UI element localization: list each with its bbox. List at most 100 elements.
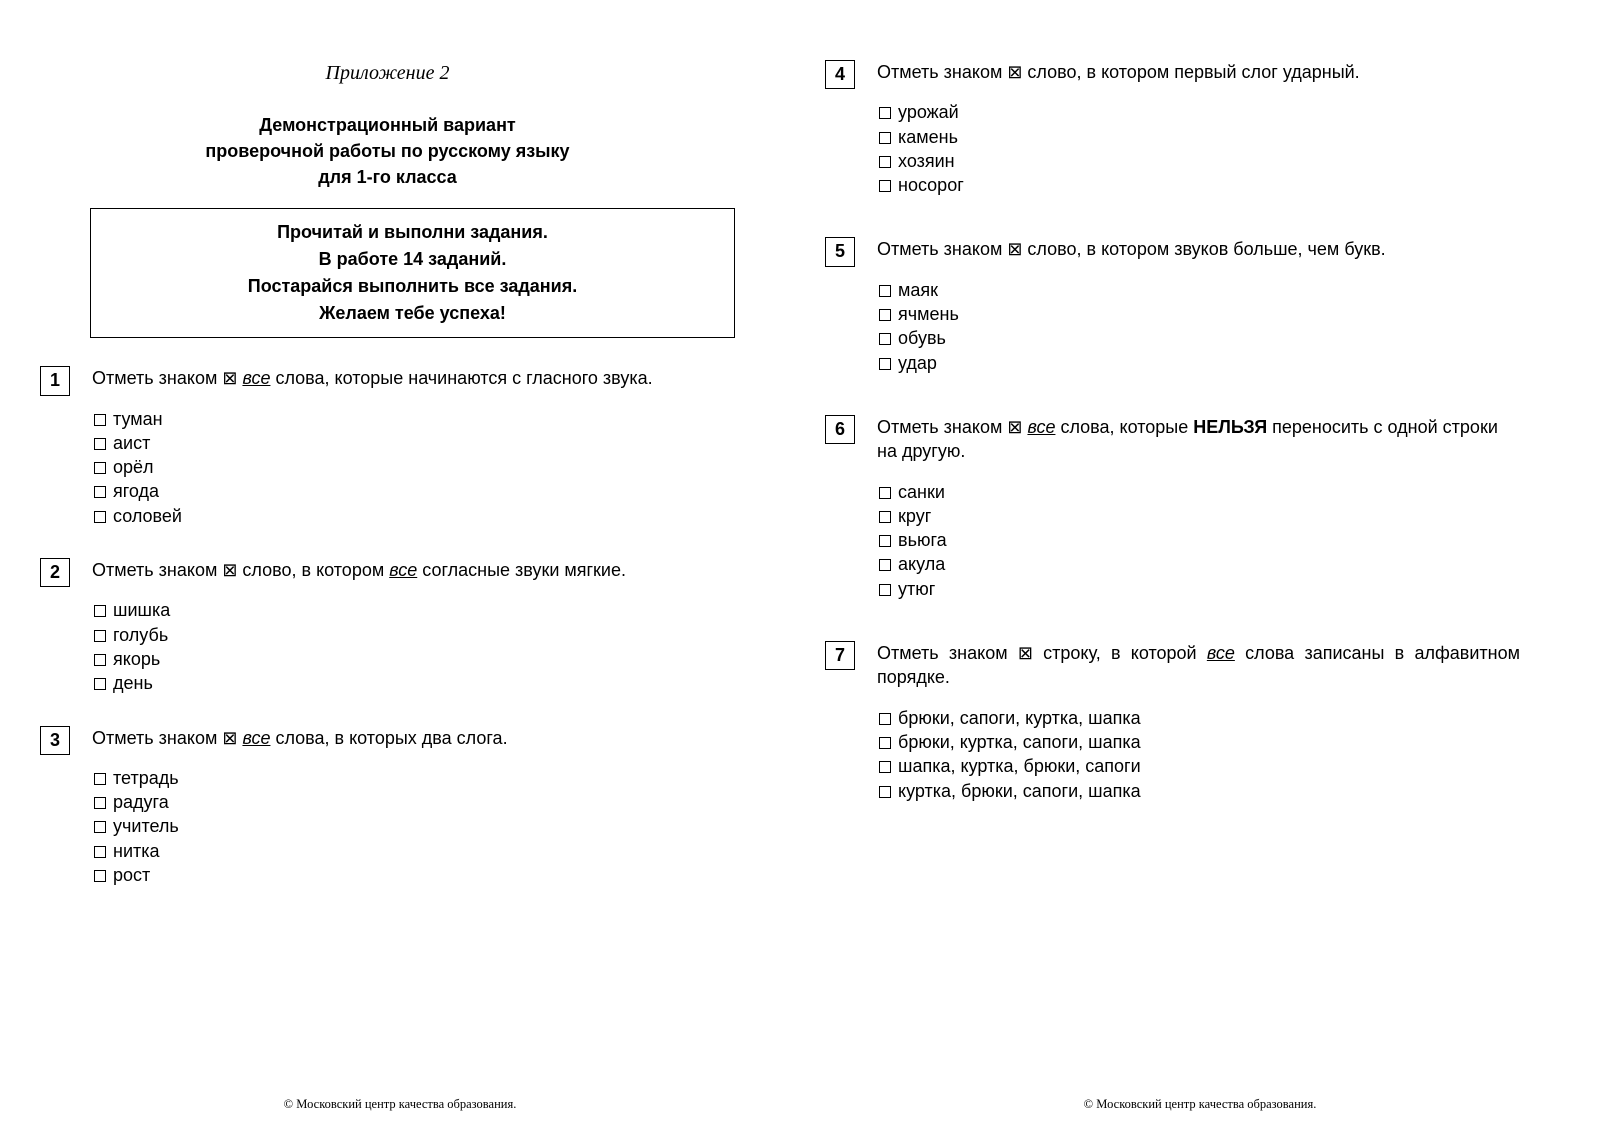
task-options: туманаисторёлягода соловей [92,407,735,528]
option-label: тетрадь [113,768,179,788]
option-item[interactable]: шапка, куртка, брюки, сапоги [879,754,1520,778]
checkbox-icon[interactable] [94,414,106,426]
task-number: 4 [825,60,855,89]
option-label: радуга [113,792,169,812]
option-label: рост [113,865,150,885]
option-label: утюг [898,579,935,599]
option-item[interactable]: голубь [94,623,735,647]
option-item[interactable]: орёл [94,455,735,479]
task-4: 4 Отметь знаком ⊠ слово, в котором первы… [825,60,1520,197]
checkbox-icon[interactable] [94,678,106,690]
checkbox-icon[interactable] [94,870,106,882]
right-column: 4 Отметь знаком ⊠ слово, в котором первы… [825,60,1520,917]
option-item[interactable]: якорь [94,647,735,671]
task-options: тетрадь радугаучительниткарост [92,766,735,887]
checkbox-icon[interactable] [879,285,891,297]
option-item[interactable]: урожай [879,100,1520,124]
task-number: 6 [825,415,855,444]
option-item[interactable]: брюки, куртка, сапоги, шапка [879,730,1520,754]
task-2: 2 Отметь знаком ⊠ слово, в котором все с… [40,558,735,695]
checkbox-icon[interactable] [879,487,891,499]
task-options: шишка голубьякорьдень [92,598,735,695]
checkbox-icon[interactable] [879,358,891,370]
option-item[interactable]: вьюга [879,528,1520,552]
checkbox-icon[interactable] [879,333,891,345]
checkbox-icon[interactable] [94,438,106,450]
checkbox-icon[interactable] [94,773,106,785]
task-options: санки кругвьюгаакула утюг [877,480,1520,601]
option-item[interactable]: обувь [879,326,1520,350]
intro-line: Желаем тебе успеха! [103,300,722,327]
checkbox-icon[interactable] [879,713,891,725]
intro-line: В работе 14 заданий. [103,246,722,273]
option-item[interactable]: круг [879,504,1520,528]
option-label: маяк [898,280,938,300]
option-item[interactable]: хозяин [879,149,1520,173]
checkbox-icon[interactable] [879,156,891,168]
option-label: шишка [113,600,170,620]
checkbox-icon[interactable] [94,630,106,642]
checkbox-icon[interactable] [879,107,891,119]
option-item[interactable]: тетрадь [94,766,735,790]
option-item[interactable]: рост [94,863,735,887]
checkbox-icon[interactable] [94,605,106,617]
option-label: орёл [113,457,154,477]
option-label: камень [898,127,958,147]
checkbox-icon[interactable] [879,535,891,547]
option-item[interactable]: соловей [94,504,735,528]
option-item[interactable]: нитка [94,839,735,863]
checkbox-icon[interactable] [94,654,106,666]
checkbox-icon[interactable] [879,559,891,571]
underlined-word: все [242,368,270,388]
option-label: хозяин [898,151,955,171]
checkbox-icon[interactable] [879,132,891,144]
option-item[interactable]: туман [94,407,735,431]
task-number: 5 [825,237,855,266]
option-item[interactable]: носорог [879,173,1520,197]
task-text: Отметь знаком ⊠ слово, в котором все сог… [92,558,735,582]
option-item[interactable]: удар [879,351,1520,375]
checkbox-icon[interactable] [94,511,106,523]
checkbox-icon[interactable] [94,462,106,474]
checkbox-icon[interactable] [879,511,891,523]
option-item[interactable]: камень [879,125,1520,149]
option-label: соловей [113,506,182,526]
checkbox-icon[interactable] [879,761,891,773]
document-heading: Демонстрационный вариант проверочной раб… [40,112,735,190]
checkbox-icon[interactable] [879,584,891,596]
task-number: 1 [40,366,70,395]
option-label: шапка, куртка, брюки, сапоги [898,756,1141,776]
checkbox-icon[interactable] [94,846,106,858]
option-label: круг [898,506,931,526]
underlined-word: все [242,728,270,748]
task-number: 3 [40,726,70,755]
option-label: обувь [898,328,946,348]
checkbox-icon[interactable] [879,180,891,192]
checkbox-icon[interactable] [94,821,106,833]
task-6: 6 Отметь знаком ⊠ все слова, которые НЕЛ… [825,415,1520,601]
option-item[interactable]: аист [94,431,735,455]
checkbox-icon[interactable] [94,797,106,809]
option-item[interactable]: маяк [879,278,1520,302]
option-item[interactable]: ячмень [879,302,1520,326]
task-number: 7 [825,641,855,670]
checkbox-icon[interactable] [879,786,891,798]
option-item[interactable]: утюг [879,577,1520,601]
option-item[interactable]: санки [879,480,1520,504]
checkbox-icon[interactable] [879,309,891,321]
checkbox-icon[interactable] [94,486,106,498]
option-item[interactable]: ягода [94,479,735,503]
option-item[interactable]: куртка, брюки, сапоги, шапка [879,779,1520,803]
page-footer: © Московский центр качества образования.… [0,1096,1600,1113]
task-text: Отметь знаком ⊠ все слова, в которых два… [92,726,735,750]
option-item[interactable]: шишка [94,598,735,622]
option-item[interactable]: радуга [94,790,735,814]
checkbox-icon[interactable] [879,737,891,749]
option-label: санки [898,482,945,502]
option-item[interactable]: акула [879,552,1520,576]
task-options: брюки, сапоги, куртка, шапкабрюки, куртк… [877,706,1520,803]
option-label: ячмень [898,304,959,324]
option-item[interactable]: брюки, сапоги, куртка, шапка [879,706,1520,730]
option-item[interactable]: день [94,671,735,695]
option-item[interactable]: учитель [94,814,735,838]
